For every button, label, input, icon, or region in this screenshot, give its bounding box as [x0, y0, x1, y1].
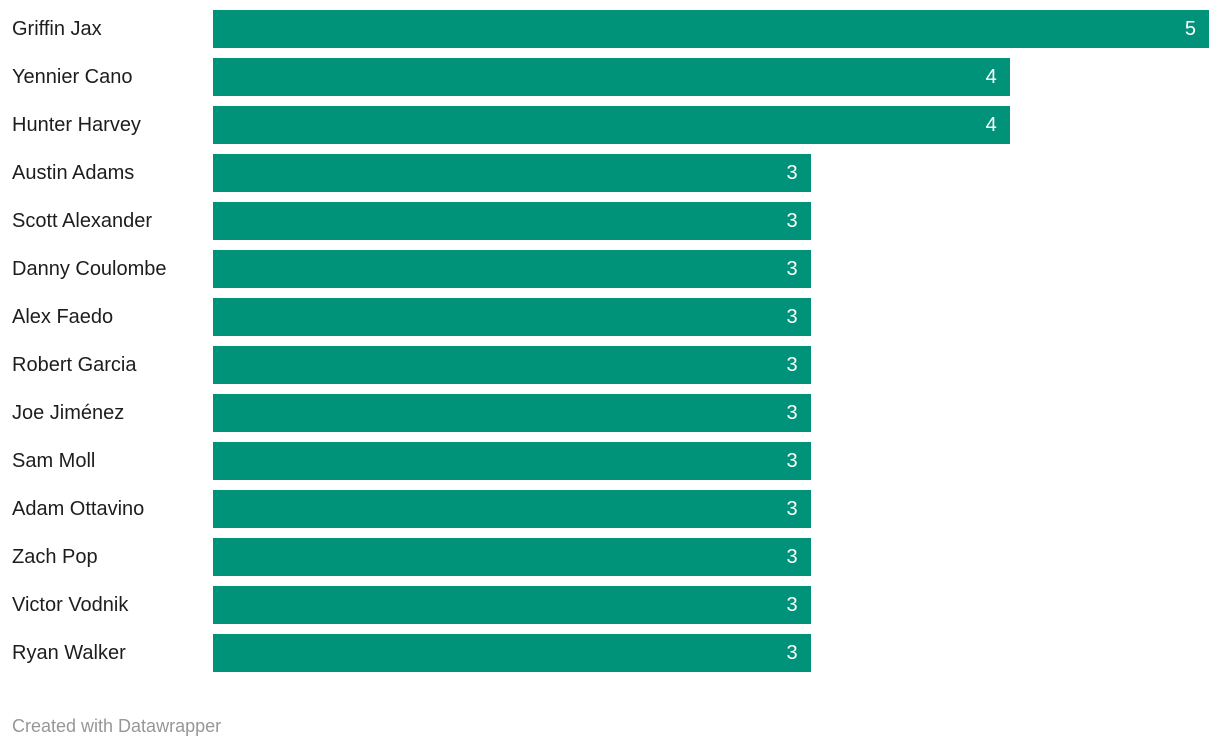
bar-row: Adam Ottavino 3 [0, 490, 1220, 528]
bar[interactable]: 3 [213, 154, 811, 192]
bar[interactable]: 4 [213, 58, 1010, 96]
bar-track: 4 [213, 58, 1220, 96]
bar-track: 3 [213, 490, 1220, 528]
bar-row: Victor Vodnik 3 [0, 586, 1220, 624]
bar-row: Joe Jiménez 3 [0, 394, 1220, 432]
bar-value-label: 3 [786, 642, 798, 664]
category-label: Griffin Jax [12, 17, 102, 40]
bar-track: 5 [213, 10, 1220, 48]
bar-value-label: 3 [786, 258, 798, 280]
category-label: Scott Alexander [12, 209, 153, 232]
category-label: Joe Jiménez [12, 401, 125, 424]
bar-track: 3 [213, 394, 1220, 432]
bar-row: Ryan Walker 3 [0, 634, 1220, 672]
bar-track: 4 [213, 106, 1220, 144]
bar-track: 3 [213, 250, 1220, 288]
bar-track: 3 [213, 634, 1220, 672]
category-label: Robert Garcia [12, 353, 137, 376]
category-label: Hunter Harvey [12, 113, 141, 136]
category-label: Austin Adams [12, 161, 135, 184]
bar-row: Griffin Jax 5 [0, 10, 1220, 48]
bar-row: Danny Coulombe 3 [0, 250, 1220, 288]
category-label: Zach Pop [12, 545, 98, 568]
bar-track: 3 [213, 442, 1220, 480]
bar-value-label: 3 [786, 162, 798, 184]
bar[interactable]: 3 [213, 298, 811, 336]
bar[interactable]: 3 [213, 394, 811, 432]
bar-row: Scott Alexander 3 [0, 202, 1220, 240]
bar-track: 3 [213, 586, 1220, 624]
bar[interactable]: 3 [213, 586, 811, 624]
bar-row: Alex Faedo 3 [0, 298, 1220, 336]
bar-row: Yennier Cano 4 [0, 58, 1220, 96]
bar[interactable]: 3 [213, 202, 811, 240]
bar[interactable]: 3 [213, 634, 811, 672]
bar-track: 3 [213, 154, 1220, 192]
bar-value-label: 3 [786, 594, 798, 616]
bar-row: Zach Pop 3 [0, 538, 1220, 576]
bar-track: 3 [213, 346, 1220, 384]
bar-value-label: 4 [985, 66, 997, 88]
bar-value-label: 3 [786, 498, 798, 520]
bar-value-label: 3 [786, 450, 798, 472]
bar-value-label: 3 [786, 546, 798, 568]
category-label: Sam Moll [12, 449, 96, 472]
bar-value-label: 3 [786, 306, 798, 328]
bar-value-label: 5 [1184, 18, 1196, 40]
bar-row: Hunter Harvey 4 [0, 106, 1220, 144]
bar[interactable]: 3 [213, 346, 811, 384]
bar-row: Robert Garcia 3 [0, 346, 1220, 384]
category-label: Yennier Cano [12, 65, 133, 88]
bar[interactable]: 3 [213, 490, 811, 528]
bar-value-label: 3 [786, 402, 798, 424]
category-label: Alex Faedo [12, 305, 114, 328]
bar[interactable]: 3 [213, 538, 811, 576]
bar-value-label: 4 [985, 114, 997, 136]
bar-row: Sam Moll 3 [0, 442, 1220, 480]
category-label: Danny Coulombe [12, 257, 167, 280]
bar-value-label: 3 [786, 354, 798, 376]
bar-row: Austin Adams 3 [0, 154, 1220, 192]
category-label: Victor Vodnik [12, 593, 129, 616]
category-label: Ryan Walker [12, 641, 126, 664]
bar-value-label: 3 [786, 210, 798, 232]
bar[interactable]: 3 [213, 250, 811, 288]
category-label: Adam Ottavino [12, 497, 145, 520]
bar[interactable]: 3 [213, 442, 811, 480]
bar-track: 3 [213, 298, 1220, 336]
datawrapper-credit-link[interactable]: Created with Datawrapper [12, 716, 222, 736]
bar[interactable]: 5 [213, 10, 1209, 48]
bar[interactable]: 4 [213, 106, 1010, 144]
bar-track: 3 [213, 202, 1220, 240]
bar-track: 3 [213, 538, 1220, 576]
